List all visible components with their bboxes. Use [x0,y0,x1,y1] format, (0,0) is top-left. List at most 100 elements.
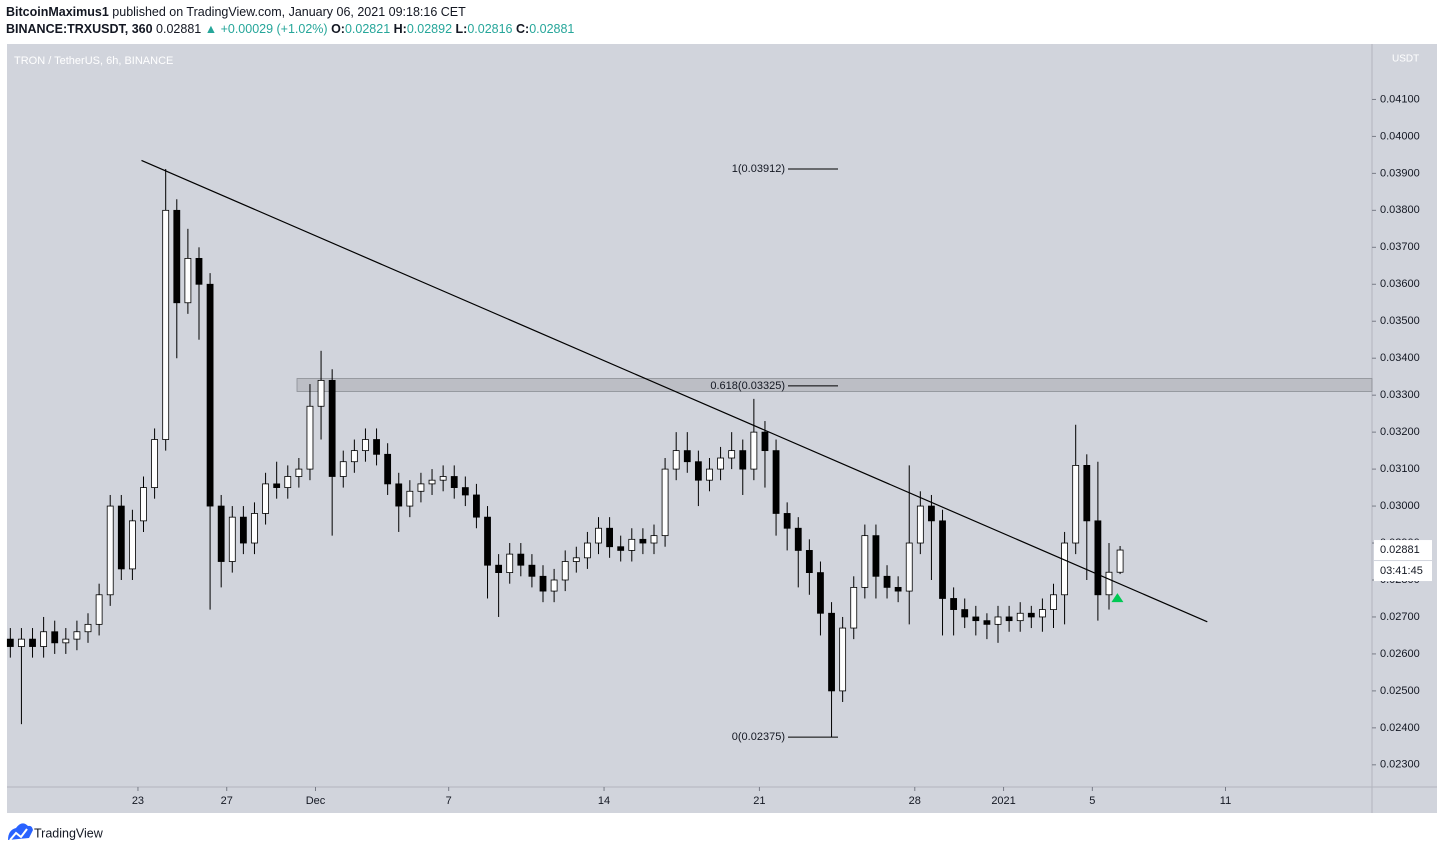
o-label: O: [331,22,345,36]
candle-body [883,575,891,588]
y-tick-label: 0.02300 [1380,759,1420,771]
candle-body [817,572,824,614]
candle-body [228,516,236,562]
x-tick-label: 21 [753,795,765,807]
y-tick-label: 0.03300 [1380,389,1420,401]
candle-body [461,487,469,496]
y-axis-label: USDT [1392,54,1419,65]
header-line: BINANCE:TRXUSDT, 360 0.02881 ▲ +0.00029 … [6,21,574,38]
chart-title: TRON / TetherUS, 6h, BINANCE [14,55,173,67]
candle-body [40,631,48,647]
h-label: H: [393,22,407,36]
candle-body [428,479,436,485]
candle-body [162,209,170,440]
price-label: 0.02881 [1380,544,1420,556]
candle-body [683,450,691,463]
candle-body [739,450,747,470]
author[interactable]: BitcoinMaximus1 [6,5,109,19]
candle-body [761,431,769,452]
logo [8,823,33,841]
candle-body [839,627,847,692]
candle-body [362,439,369,452]
y-tick-label: 0.04000 [1380,130,1420,142]
h: 0.02892 [406,22,453,36]
candle-body [694,461,702,481]
candle-body [484,516,491,566]
candle-body [828,612,835,692]
y-tick-label: 0.03200 [1380,426,1420,438]
candle-body [151,439,158,488]
candle-body [794,527,802,551]
x-tick-label: 5 [1089,795,1095,807]
candle-body [717,457,724,470]
x-tick-label: Dec [306,795,326,807]
candle-body [805,550,813,574]
candle-body [62,638,70,644]
candle-body [206,283,214,507]
candle-body [106,505,114,596]
candle-body [1061,542,1068,596]
candle-body [916,505,924,544]
candle-body [639,538,647,544]
candle-body [872,535,880,577]
candle-body [928,505,935,522]
y-tick-label: 0.03500 [1380,315,1420,327]
candle-body [572,557,580,562]
candle-body [251,513,258,544]
candle-body [672,450,680,470]
published: published on TradingView.com, January 06… [112,5,466,19]
candle-body [117,505,125,570]
zone [296,378,1373,392]
y-tick-label: 0.03600 [1380,278,1420,290]
candle-body [51,631,59,644]
price-label-box [1374,540,1432,561]
y-tick-label: 0.02500 [1380,685,1420,697]
candle-body [339,461,347,477]
candle-body [395,483,403,507]
candle-body [384,453,392,485]
candle-body [606,527,613,548]
candle-body [894,586,902,592]
candle-body [628,538,636,551]
candle-body [495,564,503,574]
candle-body [783,513,791,529]
trendline [141,159,1208,623]
candle-body [939,520,946,599]
x-tick-label: 23 [132,795,144,807]
candle-body [950,598,958,610]
candle-body [195,257,203,285]
countdown: 03:41:45 [1380,565,1423,577]
candle-body [528,564,536,577]
candle-body [1083,465,1091,522]
x-tick-label: 11 [1220,795,1231,807]
y-tick-label: 0.03700 [1380,241,1420,253]
candle-body [1039,609,1046,618]
y-tick-label: 0.03400 [1380,352,1420,364]
candle-body [1050,594,1057,610]
countdown-box [1374,561,1432,582]
x-tick-label: 2021 [991,795,1015,807]
fib-label: 0.618(0.03325) [710,380,785,392]
y-tick-label: 0.03100 [1380,463,1420,475]
change: ▲ +0.00029 (+1.02%) [204,22,328,36]
fib-label: 1(0.03912) [732,163,785,175]
candle-body [6,638,14,647]
candle-body [239,516,247,544]
candle-body [284,476,292,488]
candle-body [273,483,281,488]
candle-body [406,490,414,507]
candle-body [129,520,136,570]
last: 0.02881 [156,22,202,36]
brand: TradingView [34,826,104,840]
candle-body [73,631,81,640]
y-tick-label: 0.03000 [1380,500,1420,512]
candle-body [328,379,336,477]
candle-body [861,535,869,588]
y-tick-label: 0.02400 [1380,722,1420,734]
candle-body [173,209,181,304]
candle-body [772,450,780,514]
candle-body [617,546,625,551]
candle-body [750,431,758,470]
